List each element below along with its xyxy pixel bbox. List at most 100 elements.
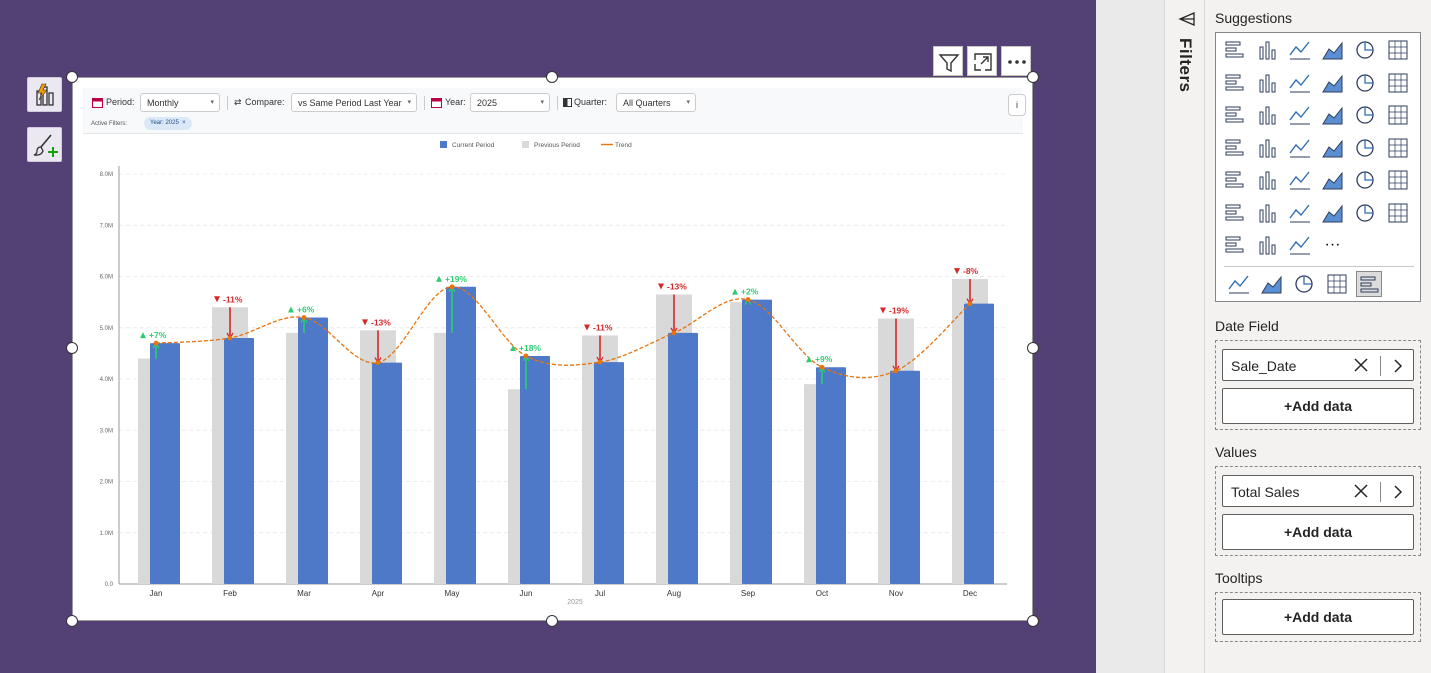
filled-map-icon[interactable]	[1259, 271, 1285, 297]
smart-narrative-icon[interactable]	[1222, 232, 1248, 258]
area-chart-icon[interactable]	[1255, 70, 1281, 96]
100-column-icon[interactable]	[1385, 37, 1411, 63]
y-tick-label: 0.0	[105, 582, 114, 588]
trend-point	[967, 301, 973, 307]
quarter-select[interactable]: All Quarters ▾	[616, 93, 696, 112]
current-period-bar	[224, 338, 254, 584]
format-visual-button[interactable]	[27, 127, 62, 162]
filter-custom-icon[interactable]	[1324, 271, 1350, 297]
donut-chart-icon[interactable]	[1385, 102, 1411, 128]
copilot-icon-graphic	[1259, 236, 1275, 255]
remove-field-icon[interactable]	[1353, 357, 1369, 373]
clustered-bar-icon[interactable]	[1287, 37, 1313, 63]
period-select[interactable]: Monthly ▾	[140, 93, 220, 112]
filters-pane-label[interactable]: Filters	[1176, 38, 1195, 93]
x-tick-label: Sep	[741, 589, 756, 598]
date-add-data-button[interactable]: +Add data	[1222, 388, 1414, 424]
treemap-icon-graphic	[1225, 139, 1244, 155]
pie-chart-icon[interactable]	[1352, 102, 1378, 128]
values-add-data-button[interactable]: +Add data	[1222, 514, 1414, 550]
paginated-report-icon[interactable]	[1287, 200, 1313, 226]
100-column-icon-graphic	[1388, 40, 1407, 60]
clustered-column-icon[interactable]	[1320, 37, 1346, 63]
python-visual-icon[interactable]	[1352, 167, 1378, 193]
qna-icon[interactable]	[1255, 200, 1281, 226]
change-label: +6%	[297, 305, 315, 315]
funnel-icon[interactable]	[1287, 102, 1313, 128]
stacked-column-icon[interactable]	[1255, 37, 1281, 63]
gauge-icon[interactable]	[1320, 135, 1346, 161]
active-filters-label: Active Filters:	[91, 121, 128, 127]
scatter-icon[interactable]	[1320, 102, 1346, 128]
active-filter-chip[interactable]: Year: 2025 ×	[144, 117, 192, 130]
resize-handle-sw[interactable]	[66, 615, 78, 627]
up-triangle-icon	[732, 288, 738, 295]
resize-handle-ne[interactable]	[1027, 71, 1039, 83]
tooltips-add-data-button[interactable]: +Add data	[1222, 599, 1414, 635]
slicer-icon[interactable]	[1222, 167, 1248, 193]
line-column-icon[interactable]	[1352, 70, 1378, 96]
chevron-right-icon[interactable]	[1391, 484, 1405, 500]
arrow-visual-icon[interactable]	[1287, 232, 1313, 258]
resize-handle-nw[interactable]	[66, 71, 78, 83]
year-select[interactable]: 2025 ▾	[470, 93, 550, 112]
table-icon[interactable]	[1255, 167, 1281, 193]
100-area-icon[interactable]	[1320, 70, 1346, 96]
custom-chart-icon[interactable]	[1356, 271, 1382, 297]
compare-label: Compare:	[245, 97, 285, 107]
kpi-icon[interactable]	[1385, 135, 1411, 161]
more-visuals-icon[interactable]: ···	[1324, 236, 1341, 253]
chip-close-icon[interactable]: ×	[182, 120, 186, 126]
values-field-pill[interactable]: Total Sales	[1222, 475, 1414, 507]
power-automate-icon-graphic	[1356, 203, 1374, 222]
pie-chart-icon-graphic	[1356, 106, 1374, 124]
resize-handle-se[interactable]	[1027, 615, 1039, 627]
table-icon-graphic	[1259, 171, 1275, 190]
current-period-bar	[150, 343, 180, 584]
filter-pane-icon[interactable]	[1178, 10, 1196, 28]
line-chart-icon[interactable]	[1222, 70, 1248, 96]
compare-select[interactable]: vs Same Period Last Year ▾	[291, 93, 417, 112]
trophy-icon[interactable]	[1291, 271, 1317, 297]
x-tick-label: Dec	[963, 589, 977, 598]
trend-point	[227, 335, 233, 341]
visual-filter-button[interactable]	[933, 46, 963, 76]
date-field-pill[interactable]: Sale_Date	[1222, 349, 1414, 381]
kpi-icon-graphic	[1388, 138, 1407, 157]
key-influencers-icon[interactable]	[1385, 167, 1411, 193]
info-button[interactable]: i	[1008, 94, 1026, 116]
stacked-bar-icon[interactable]	[1222, 37, 1248, 63]
build-visual-button[interactable]	[27, 77, 62, 112]
card-icon[interactable]	[1352, 135, 1378, 161]
chevron-right-icon[interactable]	[1391, 358, 1405, 374]
remove-field-icon[interactable]	[1353, 483, 1369, 499]
filter-custom-icon-graphic	[1327, 274, 1346, 294]
r-visual-icon[interactable]	[1320, 167, 1346, 193]
ribbon-chart-icon[interactable]	[1222, 102, 1248, 128]
line-clustered-column-icon[interactable]	[1385, 70, 1411, 96]
clustered-column-icon-graphic	[1321, 41, 1342, 60]
treemap-icon[interactable]	[1222, 135, 1248, 161]
resize-handle-w[interactable]	[66, 342, 78, 354]
visual-container[interactable]: Period: Monthly ▾ ⇄ Compare: vs Same Peri…	[72, 77, 1033, 621]
waterfall-icon[interactable]	[1255, 102, 1281, 128]
matrix-icon[interactable]	[1287, 167, 1313, 193]
copilot-icon[interactable]	[1255, 232, 1281, 258]
more-options-button[interactable]	[1001, 46, 1031, 76]
filters-pane-collapsed[interactable]	[1164, 0, 1205, 673]
image-icon[interactable]	[1385, 200, 1411, 226]
stacked-area-icon[interactable]	[1287, 70, 1313, 96]
100-bar-icon[interactable]	[1352, 37, 1378, 63]
current-period-bar	[890, 370, 920, 584]
focus-mode-button[interactable]	[967, 46, 997, 76]
power-automate-icon[interactable]	[1352, 200, 1378, 226]
resize-handle-s[interactable]	[546, 615, 558, 627]
resize-handle-n[interactable]	[546, 71, 558, 83]
decomposition-tree-icon[interactable]	[1222, 200, 1248, 226]
power-apps-icon[interactable]	[1320, 200, 1346, 226]
area-chart-icon-graphic	[1259, 74, 1275, 92]
azure-map-icon[interactable]	[1287, 135, 1313, 161]
resize-handle-e[interactable]	[1027, 342, 1039, 354]
globe-map-icon[interactable]	[1226, 271, 1252, 297]
map-icon[interactable]	[1255, 135, 1281, 161]
